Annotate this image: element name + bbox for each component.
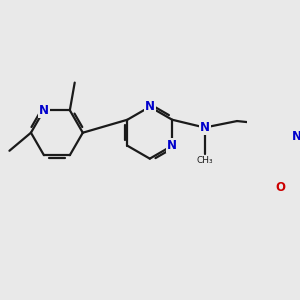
Text: N: N [145, 100, 155, 113]
Text: N: N [292, 130, 300, 143]
Text: N: N [167, 139, 177, 152]
Text: CH₃: CH₃ [196, 157, 213, 166]
Text: O: O [276, 181, 286, 194]
Text: N: N [39, 104, 49, 117]
Text: N: N [200, 121, 210, 134]
